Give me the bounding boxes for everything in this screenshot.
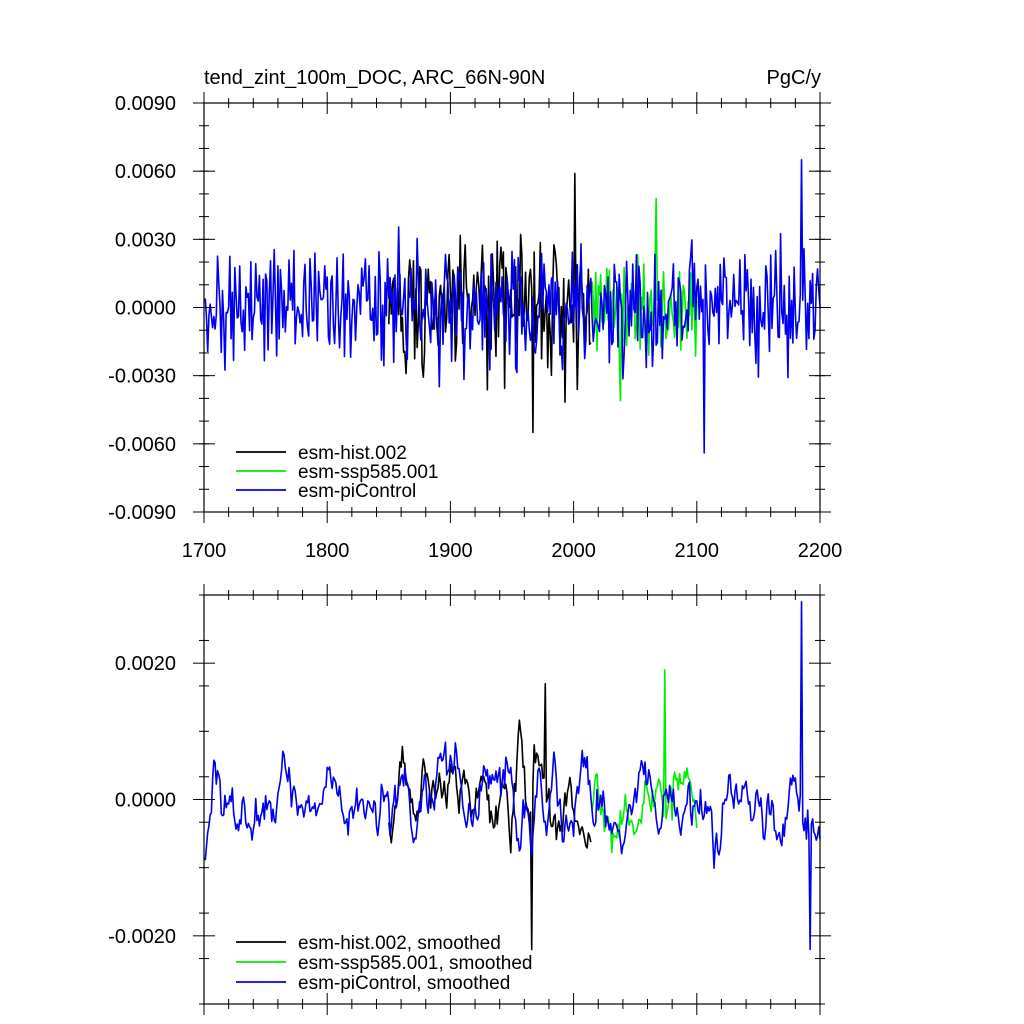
- legend-label: esm-hist.002: [298, 443, 407, 464]
- legend-label: esm-ssp585.001: [298, 462, 438, 483]
- x-tick-label: 1800: [305, 540, 350, 562]
- x-tick-label: 1700: [182, 540, 227, 562]
- y-tick-label: 0.0090: [115, 93, 176, 115]
- y-tick-label: 0.0000: [115, 790, 176, 812]
- legend-label: esm-hist.002, smoothed: [298, 933, 501, 954]
- y-tick-label: -0.0090: [108, 502, 176, 524]
- y-tick-label: 0.0020: [115, 653, 176, 675]
- bottom-series-group: [204, 601, 821, 951]
- x-tick-label: 2100: [675, 540, 720, 562]
- chart-title: tend_zint_100m_DOC, ARC_66N-90N: [204, 67, 545, 89]
- legend-label: esm-piControl: [298, 481, 416, 502]
- series-line-esm-hist-002-smoothed: [388, 682, 592, 951]
- y-tick-label: 0.0030: [115, 229, 176, 251]
- top-panel: tend_zint_100m_DOC, ARC_66N-90N PgC/y -0…: [108, 67, 842, 562]
- x-tick-label: 1900: [428, 540, 473, 562]
- x-tick-label: 2200: [798, 540, 843, 562]
- bottom-panel: -0.0020 0.0000 0.0020 esm-hist.002, smooth…: [108, 584, 831, 1015]
- series-line-esm-picontrol-smoothed: [204, 601, 821, 951]
- y-tick-label: -0.0020: [108, 926, 176, 948]
- legend-label: esm-ssp585.001, smoothed: [298, 953, 532, 974]
- series-line-esm-picontrol: [204, 159, 821, 454]
- bottom-axis-ticks: -0.0020 0.0000 0.0020: [108, 584, 831, 1015]
- top-axis-ticks: -0.0090 -0.0060 -0.0030 0.0000 0.0030 0.0060 0…: [108, 92, 842, 562]
- x-tick-label: 2000: [551, 540, 596, 562]
- y-tick-label: 0.0060: [115, 161, 176, 183]
- y-tick-label: 0.0000: [115, 298, 176, 320]
- units-label: PgC/y: [767, 67, 821, 89]
- y-tick-label: -0.0060: [108, 434, 176, 456]
- top-series-group: [204, 159, 821, 454]
- legend-label: esm-piControl, smoothed: [298, 973, 510, 994]
- y-tick-label: -0.0030: [108, 366, 176, 388]
